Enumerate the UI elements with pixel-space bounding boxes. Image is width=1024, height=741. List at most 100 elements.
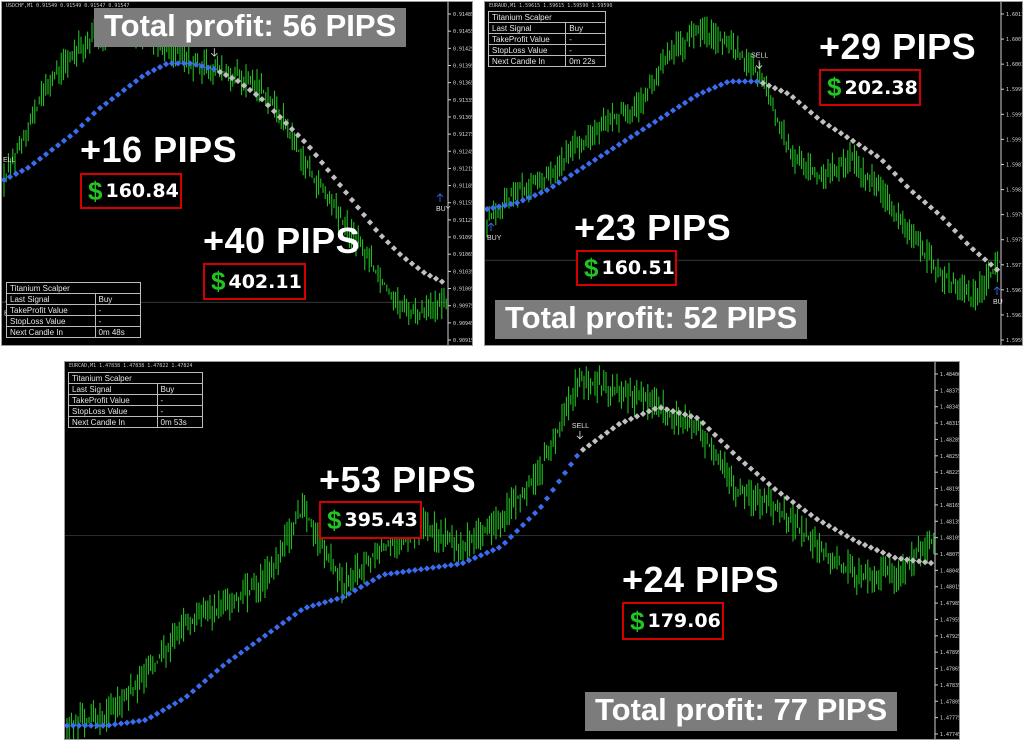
signal-dot xyxy=(375,573,383,580)
price-tick-label: 0.91095 xyxy=(453,235,473,241)
signal-dot xyxy=(975,251,983,258)
signal-dot xyxy=(249,641,257,648)
info-key: TakeProfit Value xyxy=(68,394,158,406)
signal-dot xyxy=(591,438,599,445)
signal-dot xyxy=(723,79,731,86)
symbol-line: USDCHF,M1 0.91549 0.91549 0.91547 0.9154… xyxy=(6,3,130,9)
dollar-icon: $ xyxy=(327,504,342,535)
signal-dot xyxy=(342,189,350,196)
price-tick-label: 1.59995 xyxy=(1006,87,1023,93)
pips-label: +40 PIPS xyxy=(203,220,361,261)
price-tick-label: 0.91215 xyxy=(453,166,473,172)
signal-dot xyxy=(849,137,857,145)
signal-dot xyxy=(735,455,743,462)
profit-box: $ 395.43 xyxy=(319,501,422,539)
signal-dot xyxy=(549,486,557,494)
signal-dot xyxy=(519,521,527,529)
signal-dot xyxy=(633,130,641,137)
signal-dot xyxy=(789,499,797,506)
signal-dot xyxy=(717,437,725,444)
signal-dot xyxy=(615,141,623,148)
info-value: - xyxy=(94,304,141,316)
signal-dot xyxy=(417,566,425,573)
sell-arrow-icon xyxy=(211,48,218,57)
signal-dot xyxy=(360,211,368,219)
symbol-line: EURAUD,M1 1.59615 1.59615 1.59590 1.5959… xyxy=(489,3,613,9)
signal-dot xyxy=(639,126,647,133)
price-tick-label: 0.91335 xyxy=(453,98,473,104)
chart-panel-usdchf[interactable]: 0.91485 0.91455 0.91425 0.91395 0.91365 0.913… xyxy=(1,1,473,346)
signal-dot xyxy=(336,181,344,189)
signal-dot xyxy=(693,92,701,99)
signal-dot xyxy=(303,604,311,611)
chart-panel-euraud[interactable]: 1.60115 1.60075 1.60035 1.59995 1.59955 1.599… xyxy=(484,1,1023,346)
signal-dot xyxy=(114,91,122,98)
signal-dot xyxy=(219,662,227,669)
signal-dot xyxy=(717,81,725,88)
sell-arrow-icon xyxy=(576,430,584,440)
signal-dot xyxy=(897,177,905,184)
signal-dot xyxy=(507,533,515,541)
price-tick-label: 1.48400 xyxy=(940,372,960,378)
signal-dot xyxy=(585,442,593,449)
signal-dot xyxy=(138,73,146,80)
signal-dot xyxy=(615,421,623,428)
info-key: StopLoss Value xyxy=(6,315,96,327)
price-tick-label: 1.59955 xyxy=(1006,112,1023,118)
signal-dot xyxy=(885,552,893,559)
signal-dot xyxy=(645,408,653,415)
signal-dot xyxy=(639,410,647,417)
price-tick-label: 1.48375 xyxy=(940,388,960,394)
signal-dot xyxy=(927,559,935,567)
signal-dot xyxy=(243,645,251,652)
signal-dot xyxy=(957,234,965,241)
info-value: Buy xyxy=(94,293,141,305)
signal-dot xyxy=(813,114,821,121)
signal-dot xyxy=(777,87,785,94)
signal-dot xyxy=(825,122,833,129)
signal-dot xyxy=(501,539,509,546)
signal-dot xyxy=(276,114,284,121)
info-key: Next Candle In xyxy=(68,416,158,428)
signal-dot xyxy=(396,251,404,258)
signal-dot xyxy=(378,233,386,240)
price-tick-label: 0.91245 xyxy=(453,149,473,155)
sell-arrow-icon xyxy=(755,60,763,69)
signal-dot xyxy=(420,269,428,276)
pips-label: +53 PIPS xyxy=(319,459,477,500)
signal-dot xyxy=(945,221,953,228)
signal-dot xyxy=(357,583,365,591)
signal-dot xyxy=(891,170,899,177)
signal-dot xyxy=(951,227,959,234)
info-value: 0m 53s xyxy=(156,416,203,428)
signal-dot xyxy=(483,549,491,556)
signal-dot xyxy=(36,155,44,162)
signal-dot xyxy=(879,549,887,556)
chart-panel-eurcad[interactable]: 1.48400 1.48375 1.48345 1.48315 1.48285 1.482… xyxy=(64,361,960,740)
signal-dot xyxy=(354,204,362,211)
signal-dot xyxy=(75,722,83,729)
signal-dot xyxy=(573,168,581,175)
signal-dot xyxy=(915,558,923,565)
signal-dot xyxy=(903,183,911,190)
buy-arrow-icon xyxy=(436,193,444,202)
signal-dot xyxy=(561,469,569,477)
signal-dot xyxy=(150,66,158,74)
profit-box: $ 202.38 xyxy=(819,69,921,106)
signal-dot xyxy=(225,658,233,665)
sell-signal-label: SELL xyxy=(751,52,768,59)
profit-box: $ 160.84 xyxy=(80,173,182,209)
signal-dot xyxy=(132,78,140,85)
signal-dot xyxy=(153,710,161,717)
signal-dot xyxy=(903,556,911,563)
signal-dot xyxy=(531,192,539,199)
signal-dot xyxy=(48,146,56,153)
signal-dot xyxy=(387,570,395,577)
signal-dot xyxy=(867,544,875,551)
signal-dot xyxy=(567,171,575,179)
price-tick-label: 1.47805 xyxy=(940,699,960,705)
signal-dot xyxy=(891,554,899,561)
price-tick-label: 0.91125 xyxy=(453,218,473,224)
signal-dot xyxy=(165,703,173,711)
signal-dot xyxy=(693,414,701,422)
